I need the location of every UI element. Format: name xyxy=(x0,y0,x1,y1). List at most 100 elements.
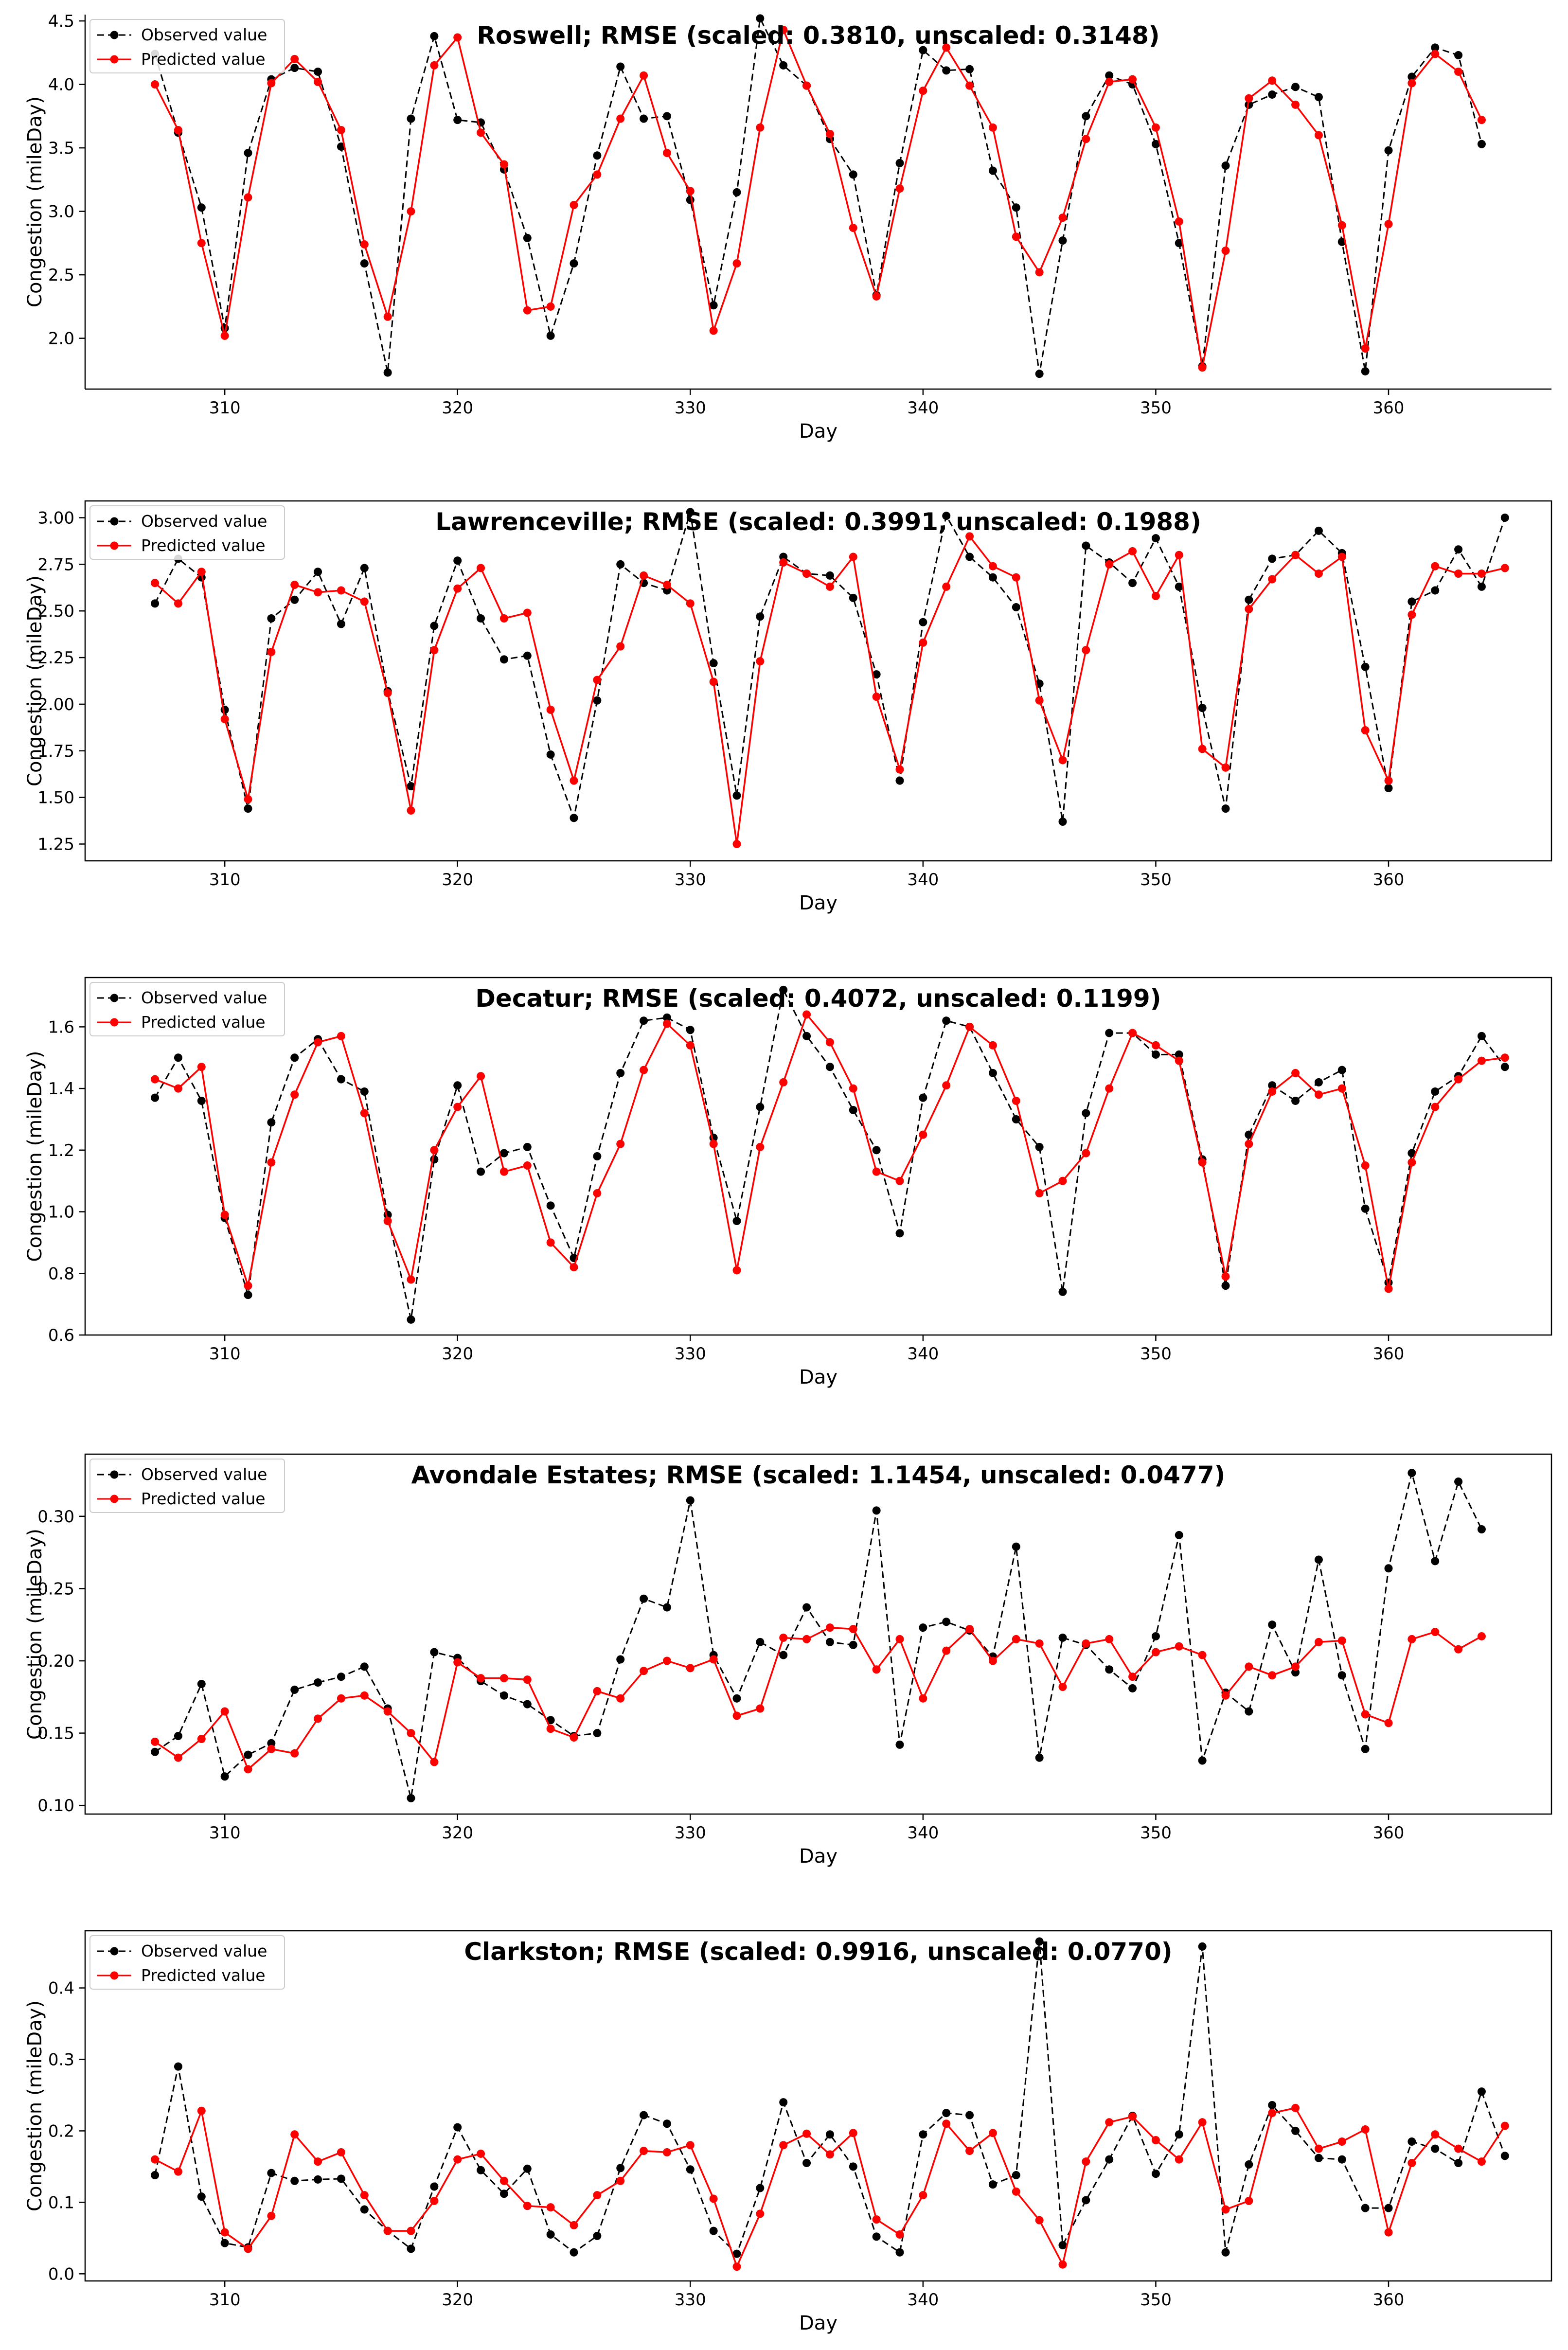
data-point xyxy=(802,81,811,90)
data-point xyxy=(942,582,951,591)
series-line xyxy=(154,1013,1505,1289)
data-point xyxy=(593,1687,602,1695)
data-point xyxy=(1058,756,1067,765)
data-point xyxy=(290,64,299,72)
data-point xyxy=(1384,1719,1393,1727)
data-point xyxy=(1408,610,1416,619)
data-point xyxy=(1058,2260,1067,2269)
y-tick-label: 0.10 xyxy=(37,1796,74,1816)
data-point xyxy=(825,1638,834,1646)
data-point xyxy=(1268,90,1277,99)
legend: Observed value Predicted value xyxy=(89,1459,285,1513)
data-point xyxy=(430,1648,439,1656)
data-point xyxy=(499,614,508,623)
data-point xyxy=(825,1038,834,1047)
data-point xyxy=(732,791,741,800)
data-point xyxy=(1175,1642,1183,1651)
data-point xyxy=(1477,582,1486,591)
data-point xyxy=(1221,161,1230,170)
data-point xyxy=(1408,1635,1416,1643)
data-point xyxy=(1245,94,1253,103)
x-tick-label: 360 xyxy=(1373,870,1405,890)
data-point xyxy=(825,2150,834,2159)
data-point xyxy=(732,188,741,196)
x-tick-label: 340 xyxy=(907,1344,939,1364)
data-point xyxy=(1105,1635,1114,1643)
data-point xyxy=(1337,1671,1346,1680)
data-point xyxy=(174,1084,182,1093)
data-point xyxy=(662,1013,671,1022)
data-point xyxy=(895,1229,904,1238)
y-tick-label: 0.25 xyxy=(37,1579,74,1599)
x-tick-label: 340 xyxy=(907,870,939,890)
data-point xyxy=(314,1038,322,1047)
y-tick-label: 1.25 xyxy=(37,835,74,854)
y-axis-label: Congestion (mileDay) xyxy=(24,1529,46,1740)
data-point xyxy=(1268,1671,1277,1680)
data-point xyxy=(523,1700,532,1709)
data-point xyxy=(756,612,765,621)
x-tick-label: 350 xyxy=(1140,1823,1172,1843)
data-point xyxy=(1268,1087,1277,1096)
data-point xyxy=(1314,93,1323,102)
x-axis-label: Day xyxy=(799,1845,837,1868)
data-point xyxy=(872,1167,881,1176)
data-point xyxy=(988,1656,997,1665)
data-point xyxy=(919,638,927,647)
chart-title: Decatur; RMSE (scaled: 0.4072, unscaled:… xyxy=(475,984,1161,1013)
x-tick-label: 310 xyxy=(209,2290,241,2310)
series-predicted xyxy=(151,25,1486,372)
x-tick-label: 350 xyxy=(1140,398,1172,418)
data-point xyxy=(383,2226,392,2235)
y-tick-label: 4.5 xyxy=(48,12,74,31)
data-point xyxy=(1082,541,1090,550)
data-point xyxy=(1082,1149,1090,1157)
data-point xyxy=(1198,704,1207,712)
data-point xyxy=(1198,1756,1207,1765)
data-point xyxy=(1500,514,1509,522)
chart-panel-3: 310 320 330 340 350 360 0.6 0.8 1.0 1.2 1.4 1.6 Day C… xyxy=(24,977,1552,1389)
data-point xyxy=(1151,2170,1160,2178)
data-point xyxy=(570,2221,578,2229)
data-point xyxy=(1314,1090,1323,1099)
data-point xyxy=(1268,2109,1277,2118)
x-tick-label: 320 xyxy=(442,1823,473,1843)
y-tick-label: 0.8 xyxy=(48,1264,74,1283)
data-point xyxy=(1361,2125,1370,2134)
data-point xyxy=(1058,1633,1067,1642)
data-point xyxy=(1105,1665,1114,1674)
data-point xyxy=(1337,552,1346,561)
data-point xyxy=(1151,1050,1160,1059)
series-line xyxy=(154,1473,1482,1798)
data-point xyxy=(965,2111,974,2119)
data-point xyxy=(197,2106,206,2115)
data-point xyxy=(732,259,741,268)
data-point xyxy=(1291,2103,1300,2112)
data-point xyxy=(1361,1710,1370,1719)
data-point xyxy=(1454,570,1463,578)
data-point xyxy=(616,114,625,123)
y-tick-label: 2.50 xyxy=(37,602,74,621)
data-point xyxy=(244,804,252,813)
data-point xyxy=(151,1093,160,1102)
data-point xyxy=(1012,232,1020,241)
data-point xyxy=(546,1201,555,1210)
data-point xyxy=(197,239,206,248)
data-point xyxy=(872,1506,881,1515)
data-point xyxy=(593,1152,602,1160)
data-point xyxy=(1151,592,1160,601)
data-point xyxy=(593,2191,602,2200)
data-point xyxy=(1291,551,1300,559)
data-point xyxy=(919,618,927,626)
data-point xyxy=(640,1066,648,1074)
data-point xyxy=(151,2155,160,2164)
data-point xyxy=(1082,112,1090,121)
series-observed xyxy=(151,508,1509,826)
series-line xyxy=(154,27,1482,368)
data-point xyxy=(1058,1287,1067,1296)
axes-frame xyxy=(84,977,1552,1336)
data-point xyxy=(1035,268,1044,277)
data-point xyxy=(779,1651,788,1659)
chart-panel-2: 310 320 330 340 350 360 1.25 1.50 1.75 2.00 2.25 2.… xyxy=(24,500,1552,914)
data-point xyxy=(1128,579,1137,588)
